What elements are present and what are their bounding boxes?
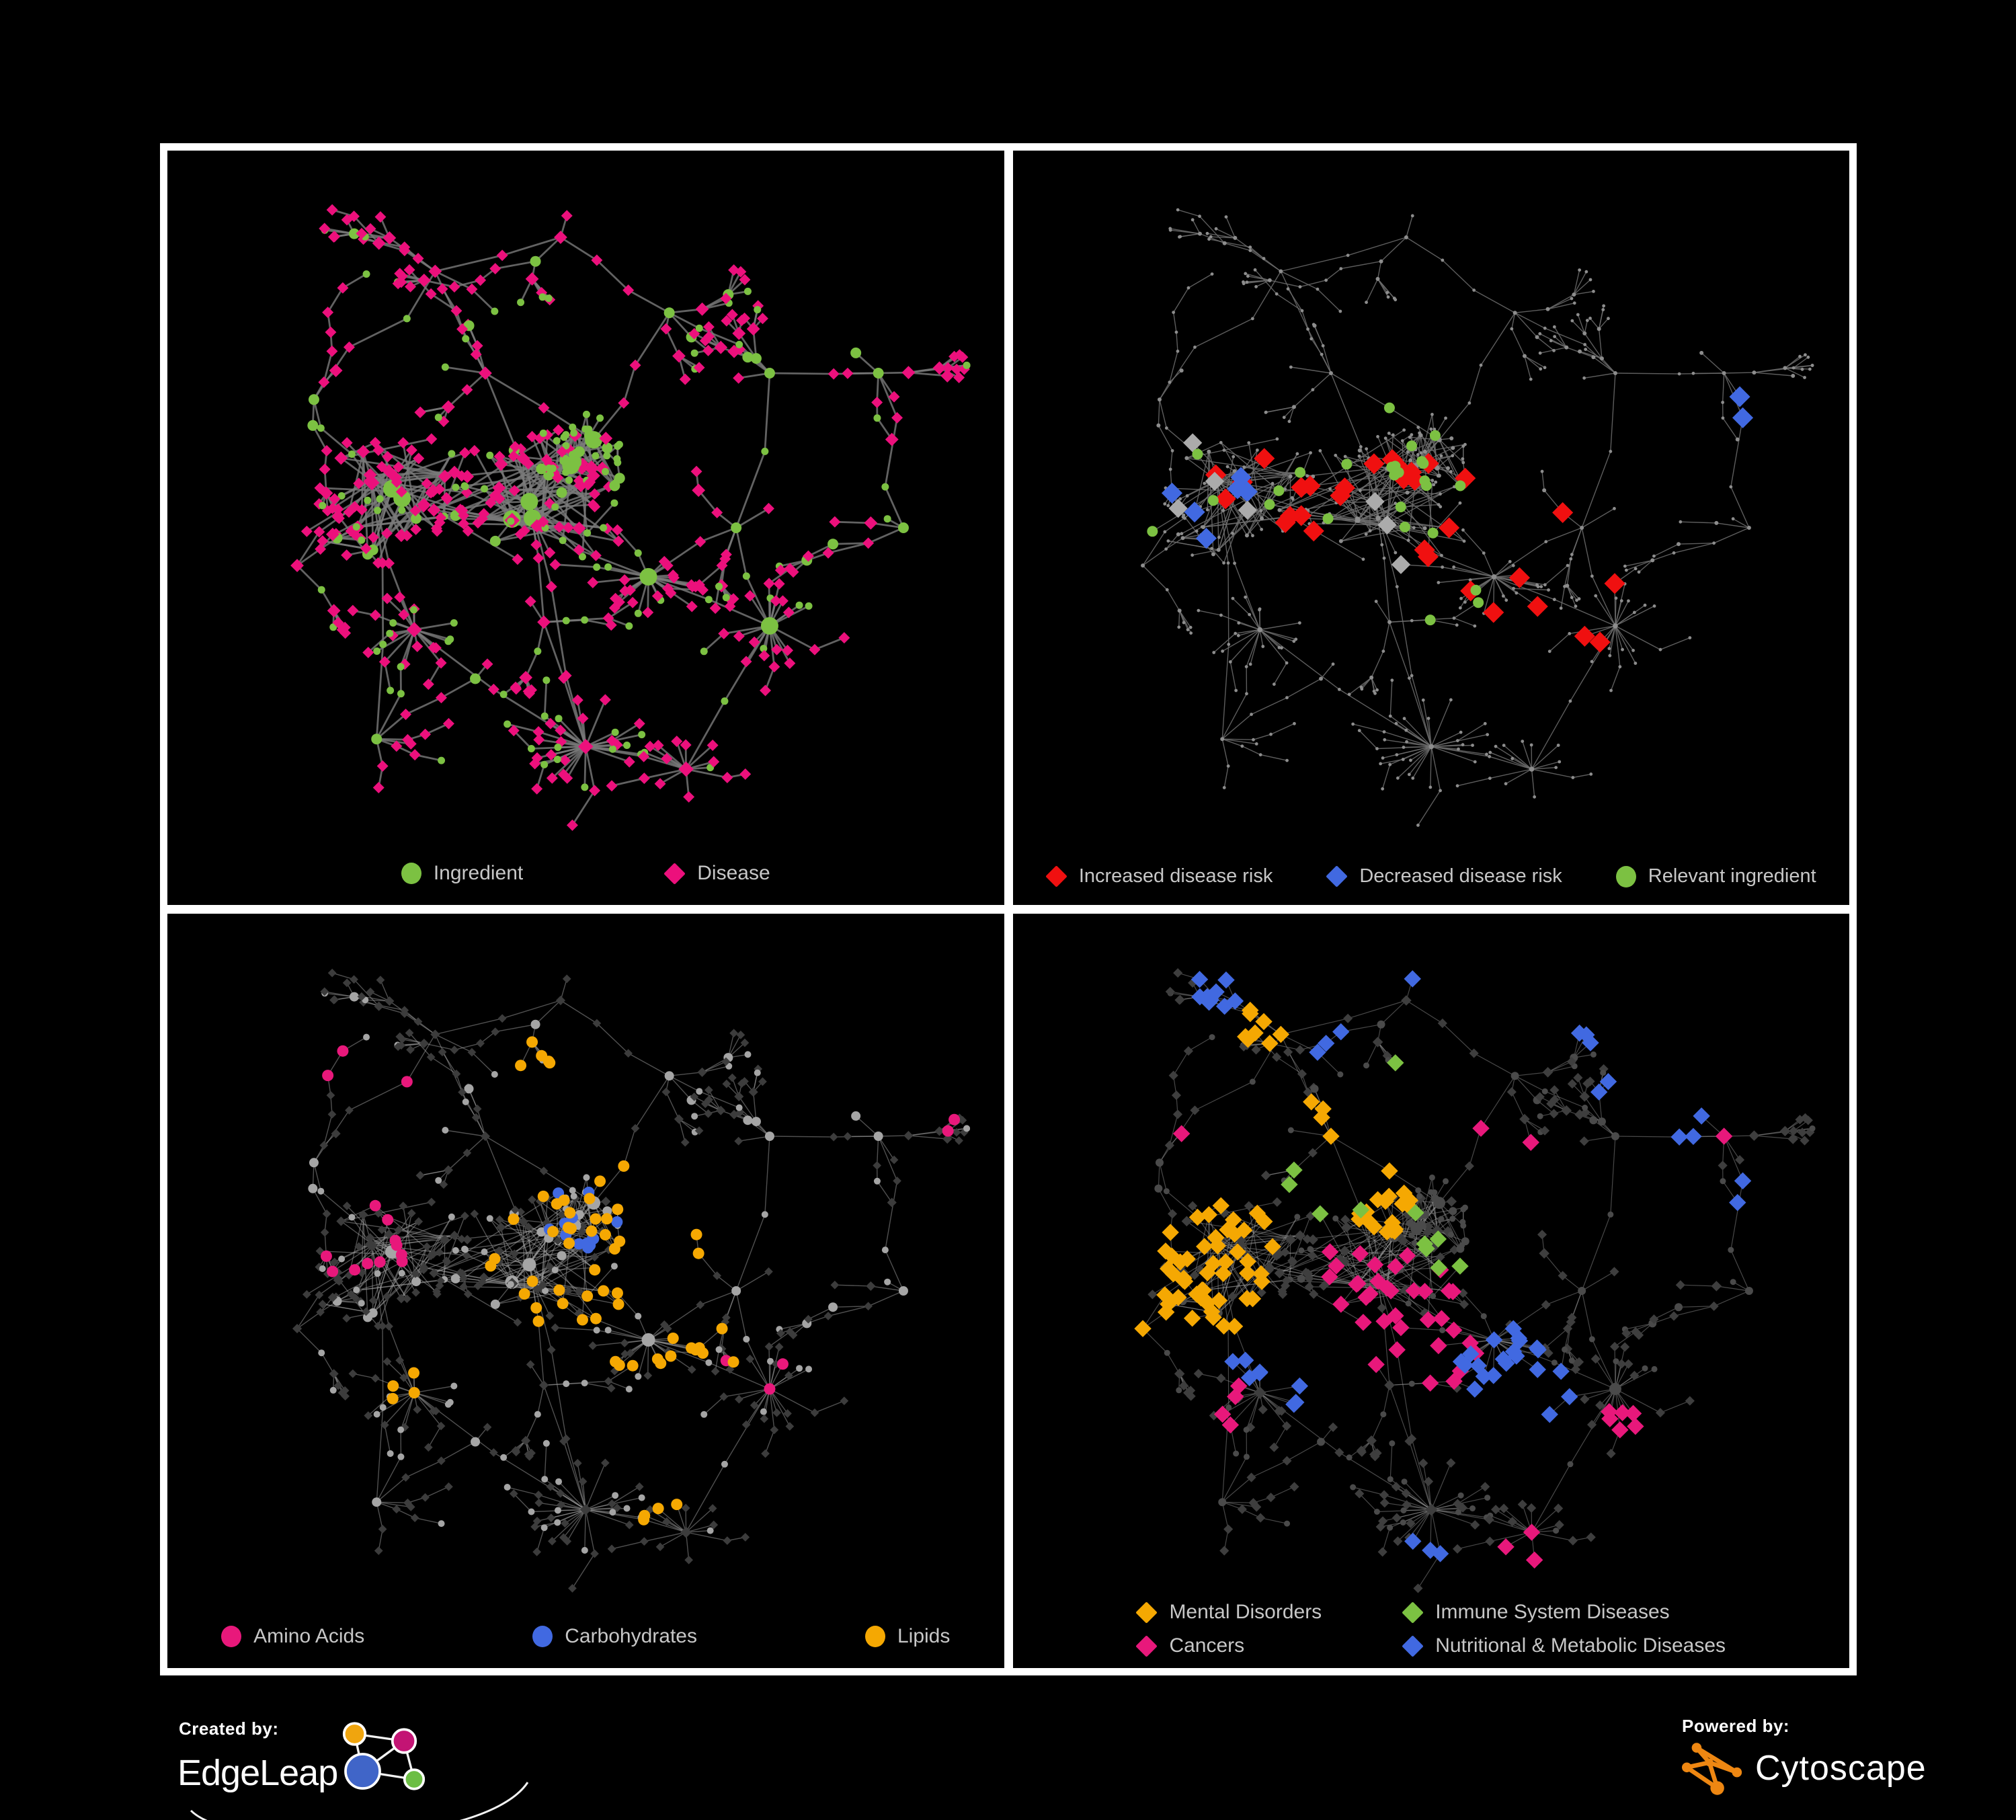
legend-label: Lipids xyxy=(897,1625,951,1647)
panel-grid: Ingredient Disease Increased disease risk… xyxy=(160,143,1857,1675)
diamond-marker xyxy=(1402,1634,1424,1657)
legend-item: Nutritional & Metabolic Diseases xyxy=(1402,1634,1726,1657)
legend-label: Increased disease risk xyxy=(1078,865,1273,887)
panel-disease-risk: Increased disease risk Decreased disease … xyxy=(1012,151,1850,905)
legend-label: Cancers xyxy=(1169,1634,1245,1657)
legend-item: Ingredient xyxy=(401,862,523,885)
legend-item: Immune System Diseases xyxy=(1402,1601,1670,1624)
legend-label: Carbohydrates xyxy=(565,1625,697,1647)
edgeleap-wordmark: EdgeLeap xyxy=(177,1752,338,1793)
powered-by-label: Powered by: xyxy=(1682,1716,1790,1736)
diamond-marker xyxy=(1135,1634,1158,1657)
legend-label: Immune System Diseases xyxy=(1435,1601,1670,1623)
circle-marker xyxy=(401,863,421,884)
legend-item: Carbohydrates xyxy=(532,1625,697,1648)
legend-label: Amino Acids xyxy=(253,1625,365,1647)
legend-label: Mental Disorders xyxy=(1169,1601,1322,1623)
network-canvas-disease-risk xyxy=(1140,208,1814,827)
legend-item: Increased disease risk xyxy=(1045,865,1273,887)
legend-label: Disease xyxy=(697,862,770,884)
powered-by-block: Powered by: Cytoscape xyxy=(1682,1716,1991,1796)
legend-ingredient-disease: Ingredient Disease xyxy=(167,862,1004,885)
legend-item: Mental Disorders xyxy=(1135,1601,1322,1624)
cytoscape-network-icon xyxy=(1682,1743,1742,1795)
diamond-marker xyxy=(1045,865,1067,887)
circle-marker xyxy=(221,1626,242,1647)
created-by-block: Created by: EdgeLeap xyxy=(161,1718,565,1820)
legend-item: Decreased disease risk xyxy=(1326,865,1562,887)
edgeleap-network-icon xyxy=(343,1722,426,1790)
created-by-label: Created by: xyxy=(179,1718,279,1739)
circle-marker xyxy=(532,1626,553,1647)
legend-item: Relevant ingredient xyxy=(1615,865,1816,887)
edgeleap-logo: EdgeLeap xyxy=(161,1722,565,1820)
diamond-marker xyxy=(1326,865,1348,887)
cytoscape-wordmark: Cytoscape xyxy=(1755,1748,1927,1788)
legend-label: Relevant ingredient xyxy=(1648,865,1816,887)
panel-nutrient-class: Amino Acids Carbohydrates Lipids xyxy=(167,914,1004,1668)
legend-disease-risk: Increased disease risk Decreased disease … xyxy=(1013,865,1850,887)
legend-label: Decreased disease risk xyxy=(1359,865,1562,887)
legend-label: Nutritional & Metabolic Diseases xyxy=(1435,1634,1726,1657)
diamond-marker xyxy=(1402,1601,1424,1624)
diamond-marker xyxy=(663,862,686,885)
legend-nutrient-class: Amino Acids Carbohydrates Lipids xyxy=(167,1625,1004,1648)
panel-disease-class: Mental Disorders Cancers Immune System Dis… xyxy=(1012,914,1850,1668)
circle-marker xyxy=(864,1626,885,1647)
legend-item: Disease xyxy=(663,862,770,885)
legend-label: Ingredient xyxy=(433,862,524,884)
diamond-marker xyxy=(1135,1601,1158,1624)
legend-item: Lipids xyxy=(864,1625,951,1648)
cytoscape-logo: Cytoscape xyxy=(1682,1739,1991,1796)
panel-ingredient-disease: Ingredient Disease xyxy=(167,151,1004,905)
network-canvas-disease-class xyxy=(1133,968,1816,1593)
circle-marker xyxy=(1615,865,1636,887)
legend-disease-class: Mental Disorders Cancers Immune System Dis… xyxy=(1013,1601,1850,1657)
network-canvas-ingredient-disease xyxy=(290,204,971,831)
network-canvas-nutrient-class xyxy=(292,968,971,1593)
legend-item: Cancers xyxy=(1135,1634,1245,1657)
legend-item: Amino Acids xyxy=(221,1625,364,1648)
